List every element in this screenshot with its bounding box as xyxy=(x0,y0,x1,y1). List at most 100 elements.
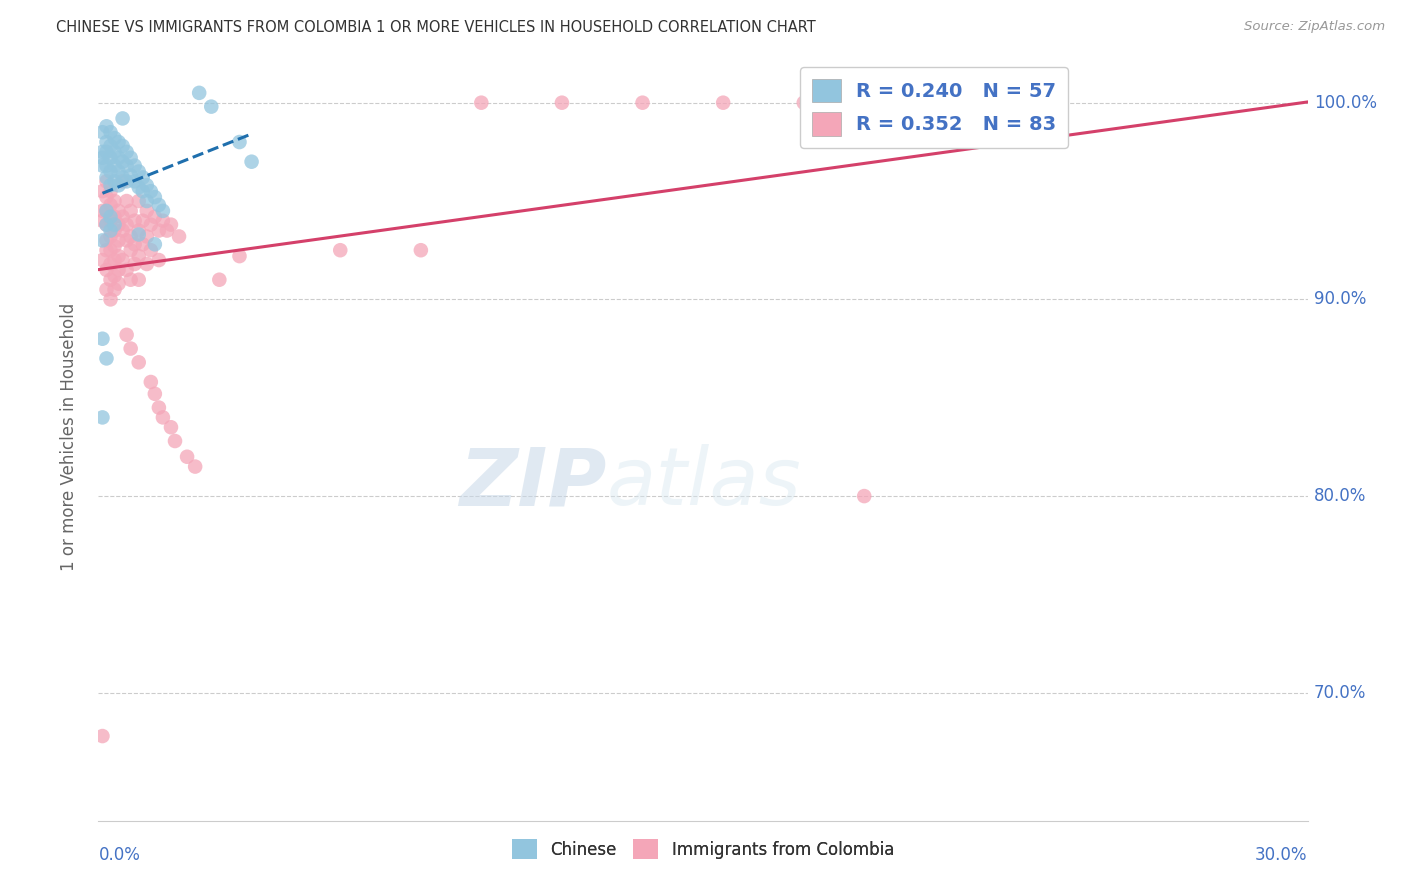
Point xyxy=(96,159,118,173)
Point xyxy=(96,145,118,159)
Point xyxy=(135,203,157,218)
Point xyxy=(111,174,134,188)
Point xyxy=(128,180,150,194)
Point xyxy=(91,410,114,425)
Point xyxy=(152,203,174,218)
Point xyxy=(128,273,150,287)
Text: 80.0%: 80.0% xyxy=(1313,487,1367,505)
Point xyxy=(551,95,574,110)
Point xyxy=(91,151,114,165)
Point xyxy=(107,164,129,178)
Point xyxy=(1014,131,1036,145)
Point xyxy=(100,223,122,237)
Point xyxy=(100,210,122,224)
Point xyxy=(132,184,155,198)
Point xyxy=(100,198,122,212)
Point xyxy=(152,410,174,425)
Point xyxy=(111,112,134,126)
Text: Source: ZipAtlas.com: Source: ZipAtlas.com xyxy=(1244,20,1385,33)
Point xyxy=(96,218,118,232)
Point xyxy=(132,213,155,227)
Point xyxy=(100,257,122,271)
Point xyxy=(100,178,122,193)
Point xyxy=(128,164,150,178)
Text: 30.0%: 30.0% xyxy=(1256,846,1308,863)
Point xyxy=(128,355,150,369)
Point xyxy=(111,223,134,237)
Point xyxy=(107,233,129,247)
Point xyxy=(711,95,734,110)
Point xyxy=(188,86,211,100)
Point xyxy=(184,459,207,474)
Text: 90.0%: 90.0% xyxy=(1313,291,1367,309)
Point xyxy=(107,263,129,277)
Point xyxy=(132,170,155,185)
Point xyxy=(148,198,170,212)
Point xyxy=(115,263,138,277)
Point xyxy=(107,135,129,149)
Point xyxy=(96,170,118,185)
Point xyxy=(96,120,118,134)
Point xyxy=(100,151,122,165)
Point xyxy=(124,257,146,271)
Point xyxy=(91,253,114,268)
Point xyxy=(100,213,122,227)
Point xyxy=(120,203,142,218)
Point xyxy=(103,268,125,283)
Point xyxy=(160,420,183,434)
Text: 70.0%: 70.0% xyxy=(1313,684,1367,702)
Point xyxy=(96,263,118,277)
Point xyxy=(631,95,654,110)
Point xyxy=(208,273,231,287)
Point xyxy=(135,178,157,193)
Point xyxy=(128,227,150,242)
Point xyxy=(91,145,114,159)
Point xyxy=(143,237,166,252)
Point xyxy=(96,218,118,232)
Point xyxy=(139,218,162,232)
Point xyxy=(124,159,146,173)
Point xyxy=(115,233,138,247)
Point xyxy=(107,151,129,165)
Point xyxy=(91,203,114,218)
Point xyxy=(100,139,122,153)
Text: atlas: atlas xyxy=(606,444,801,522)
Text: 100.0%: 100.0% xyxy=(1313,94,1376,112)
Point xyxy=(115,218,138,232)
Point xyxy=(111,170,134,185)
Point xyxy=(128,223,150,237)
Point xyxy=(148,223,170,237)
Point xyxy=(120,151,142,165)
Point xyxy=(96,174,118,188)
Point xyxy=(91,332,114,346)
Point xyxy=(853,489,876,503)
Point xyxy=(103,210,125,224)
Point xyxy=(143,386,166,401)
Point xyxy=(470,95,492,110)
Point xyxy=(156,223,179,237)
Point xyxy=(100,184,122,198)
Point xyxy=(100,244,122,258)
Point xyxy=(96,190,118,204)
Point xyxy=(143,190,166,204)
Point xyxy=(329,244,352,258)
Point xyxy=(96,283,118,297)
Text: 0.0%: 0.0% xyxy=(98,846,141,863)
Point xyxy=(148,401,170,415)
Point xyxy=(103,145,125,159)
Point xyxy=(100,273,122,287)
Point xyxy=(409,244,432,258)
Point xyxy=(953,95,976,110)
Point xyxy=(91,125,114,139)
Point xyxy=(91,184,114,198)
Point xyxy=(96,233,118,247)
Point xyxy=(124,237,146,252)
Point xyxy=(91,159,114,173)
Text: CHINESE VS IMMIGRANTS FROM COLOMBIA 1 OR MORE VEHICLES IN HOUSEHOLD CORRELATION : CHINESE VS IMMIGRANTS FROM COLOMBIA 1 OR… xyxy=(56,20,815,35)
Point xyxy=(91,729,114,743)
Point xyxy=(111,210,134,224)
Legend: Chinese, Immigrants from Colombia: Chinese, Immigrants from Colombia xyxy=(505,832,901,866)
Point xyxy=(103,131,125,145)
Point xyxy=(91,213,114,227)
Point xyxy=(228,249,250,263)
